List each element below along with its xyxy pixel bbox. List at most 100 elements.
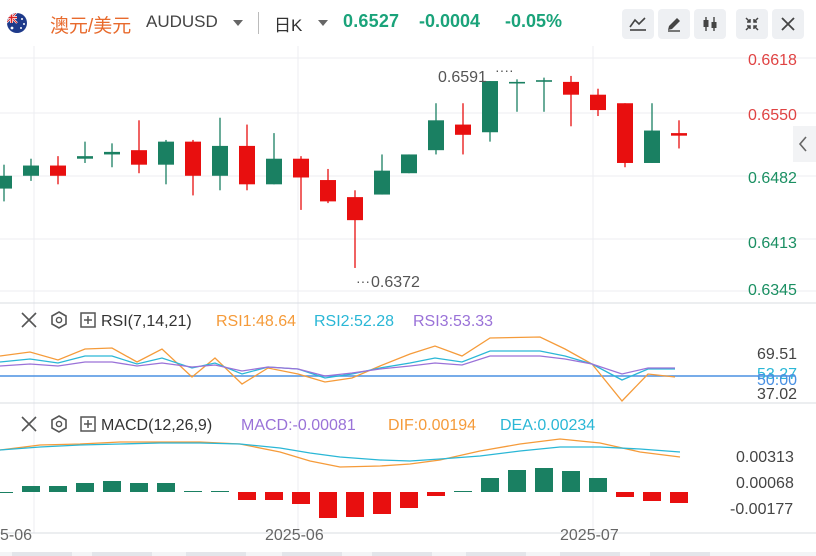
macd-bar — [643, 492, 661, 501]
candle-body[interactable] — [428, 120, 444, 151]
quote-header: 澳元/美元 AUDUSD 日K 0.6527 -0.0004 -0.05% — [0, 0, 816, 46]
dif-value: DIF:0.00194 — [388, 417, 476, 434]
price-tick: 0.6550 — [748, 107, 797, 124]
candle-body[interactable] — [212, 145, 228, 176]
australia-flag-icon — [7, 13, 27, 33]
chevron-down-icon[interactable] — [233, 20, 243, 26]
macd-bar — [481, 478, 499, 492]
time-tick: 5-06 — [0, 527, 32, 544]
rsi-tick: 69.51 — [757, 346, 797, 363]
rsi2-value: RSI2:52.28 — [314, 313, 394, 330]
time-tick: 2025-06 — [265, 527, 324, 544]
candle-body[interactable] — [23, 165, 39, 176]
macd-tick: 0.00313 — [736, 449, 794, 466]
candle-body[interactable] — [158, 141, 174, 165]
pair-name[interactable]: 澳元/美元 — [50, 16, 132, 37]
price-tick: 0.6345 — [748, 282, 797, 299]
candle-body[interactable] — [671, 133, 687, 136]
candle-type-button[interactable] — [694, 9, 726, 39]
macd-bar — [373, 492, 391, 514]
drawing-line-button[interactable] — [622, 9, 654, 39]
candle-body[interactable] — [293, 158, 309, 178]
rsi-axis: 69.51 53.27 50.00 37.02 — [757, 346, 797, 403]
settings-hex-icon[interactable] — [51, 415, 67, 433]
candle-body[interactable] — [50, 165, 66, 176]
macd-legend: MACD(12,26,9) MACD:-0.00081 DIF:0.00194 … — [21, 415, 595, 434]
macd-bar — [0, 492, 13, 493]
macd-bar — [157, 483, 175, 492]
candle-body[interactable] — [590, 94, 606, 111]
macd-axis: 0.00313 0.00068 -0.00177 — [730, 449, 794, 518]
candle-body[interactable] — [536, 80, 552, 82]
macd-bar — [238, 492, 256, 500]
price-tick: 0.6482 — [748, 170, 797, 187]
candlesticks — [0, 75, 687, 268]
macd-bar — [49, 486, 67, 492]
rsi-tick: 50.00 — [757, 372, 797, 389]
candle-body[interactable] — [185, 141, 201, 176]
macd-line — [0, 442, 681, 462]
time-tick: 2025-07 — [560, 527, 619, 544]
candle-body[interactable] — [104, 151, 120, 155]
candle-body[interactable] — [455, 124, 471, 135]
chevron-down-icon[interactable] — [318, 20, 328, 26]
close-icon[interactable] — [21, 312, 37, 328]
price-tick: 0.6618 — [748, 52, 797, 69]
candle-body[interactable] — [0, 175, 12, 189]
price-change: -0.0004 — [419, 11, 481, 31]
macd-bar — [265, 492, 283, 500]
settings-hex-icon[interactable] — [51, 311, 67, 329]
rsi-line — [0, 336, 676, 402]
edit-pencil-icon — [668, 18, 680, 32]
pair-code[interactable]: AUDUSD — [146, 12, 218, 31]
macd-bar — [670, 492, 688, 503]
candle-body[interactable] — [401, 154, 417, 174]
macd-bar — [346, 492, 364, 517]
macd-bar — [211, 491, 229, 492]
price-tick: 0.6413 — [748, 235, 797, 252]
macd-bar — [562, 471, 580, 492]
rsi-line — [0, 355, 675, 377]
edit-button[interactable] — [658, 9, 690, 39]
candle-body[interactable] — [617, 103, 633, 163]
close-button[interactable] — [772, 9, 804, 39]
candle-body[interactable] — [320, 180, 336, 202]
rsi-lines — [0, 336, 676, 402]
macd-bar — [76, 483, 94, 492]
candle-type-icon — [703, 17, 717, 31]
rsi-tick: 53.27 — [757, 366, 797, 383]
kline-chart[interactable]: 0.6591 ···· ··· 0.6372 0.6618 0.6550 0.6… — [0, 46, 816, 556]
high-dots: ···· — [495, 62, 514, 78]
close-icon — [781, 17, 795, 31]
macd-bar — [616, 492, 634, 497]
macd-bar — [508, 470, 526, 492]
side-panel-toggle[interactable] — [793, 126, 816, 162]
candle-body[interactable] — [374, 170, 390, 195]
macd-bar — [22, 486, 40, 492]
price-axis: 0.6618 0.6550 0.6482 0.6413 0.6345 — [748, 52, 797, 299]
macd-bar — [454, 491, 472, 492]
candle-body[interactable] — [644, 130, 660, 163]
rsi3-value: RSI3:53.33 — [413, 313, 493, 330]
macd-label: MACD(12,26,9) — [101, 417, 212, 434]
time-scrollbar[interactable] — [0, 552, 816, 556]
expand-plus-icon[interactable] — [80, 416, 96, 432]
candle-body[interactable] — [77, 156, 93, 159]
current-price: 0.6527 — [343, 11, 400, 31]
macd-bar — [400, 492, 418, 508]
close-icon[interactable] — [21, 416, 37, 432]
candle-body[interactable] — [266, 158, 282, 185]
candle-body[interactable] — [482, 81, 498, 133]
high-price-label: 0.6591 — [438, 69, 487, 86]
candle-body[interactable] — [131, 150, 147, 165]
macd-value: MACD:-0.00081 — [241, 417, 356, 434]
candle-body[interactable] — [347, 197, 363, 221]
collapse-button[interactable] — [736, 9, 768, 39]
expand-plus-icon[interactable] — [80, 312, 96, 328]
time-axis: 5-06 2025-06 2025-07 — [0, 527, 619, 544]
candle-body[interactable] — [239, 145, 255, 185]
macd-line — [0, 438, 681, 468]
period-selector[interactable]: 日K — [274, 16, 303, 35]
candle-body[interactable] — [509, 81, 525, 84]
candle-body[interactable] — [563, 81, 579, 95]
